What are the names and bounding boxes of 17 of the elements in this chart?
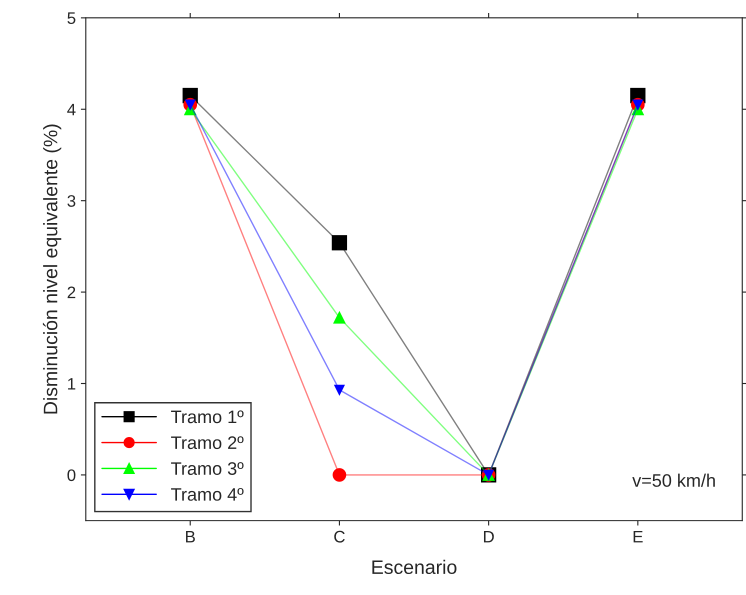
y-tick-label: 0 bbox=[67, 469, 76, 482]
y-axis-title: Disminución nivel equivalente (%) bbox=[42, 124, 62, 414]
annotation: v=50 km/h bbox=[632, 474, 715, 487]
x-tick-label: E bbox=[634, 530, 643, 542]
legend-label: Tramo 1º bbox=[171, 410, 244, 424]
y-tick-label: 3 bbox=[67, 195, 76, 207]
legend-label: Tramo 2º bbox=[171, 436, 244, 450]
x-tick-label: B bbox=[186, 530, 195, 542]
y-tick-label: 4 bbox=[67, 104, 76, 116]
y-tick-label: 5 bbox=[67, 12, 76, 24]
y-tick-label: 2 bbox=[68, 286, 76, 298]
x-tick-label: C bbox=[334, 530, 345, 543]
y-tick-label: 1 bbox=[68, 378, 76, 390]
legend-label: Tramo 4º bbox=[171, 488, 244, 501]
legend-label: Tramo 3º bbox=[171, 462, 244, 475]
x-axis-title: Escenario bbox=[372, 560, 456, 574]
x-tick-label: D bbox=[484, 530, 494, 542]
